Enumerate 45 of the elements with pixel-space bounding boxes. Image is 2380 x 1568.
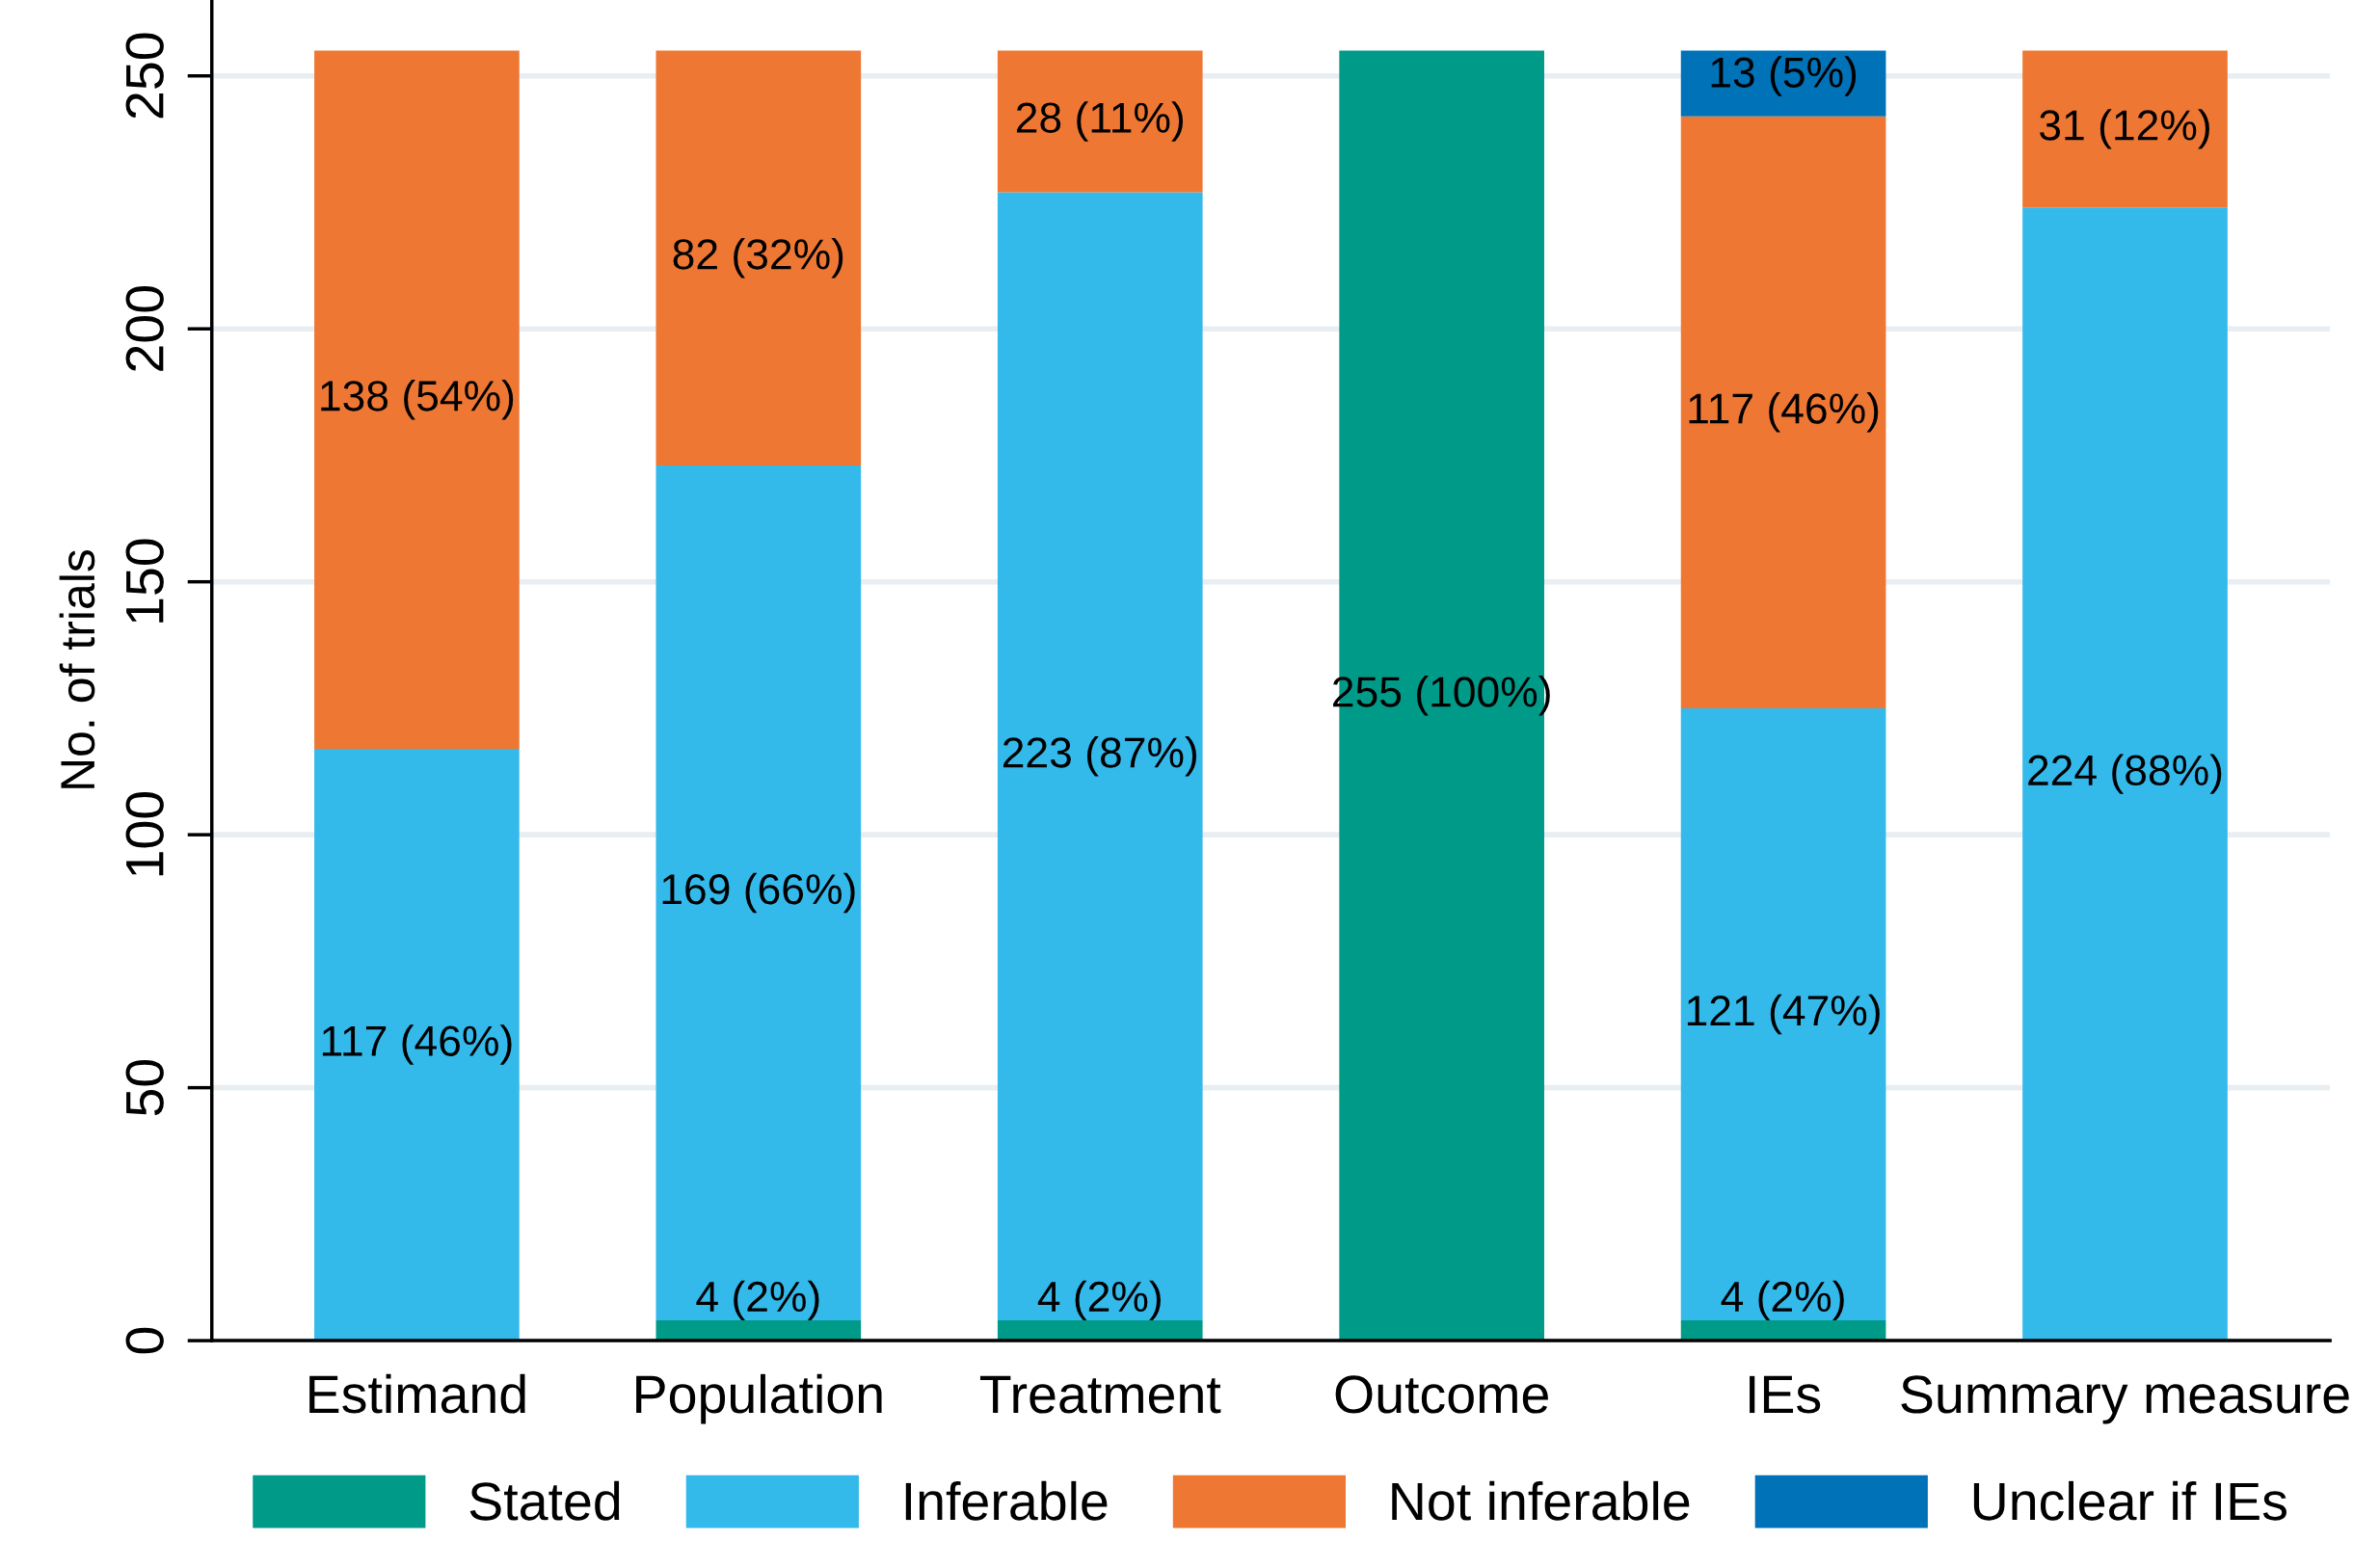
bar bbox=[1680, 707, 1886, 1321]
y-tick-label: 250 bbox=[125, 33, 164, 119]
bar bbox=[997, 1320, 1203, 1342]
data-label: 223 (87%) bbox=[1003, 736, 1197, 777]
x-tick-label: Outcome bbox=[1335, 1375, 1548, 1414]
y-tick-label: 200 bbox=[125, 286, 164, 371]
bar bbox=[314, 748, 520, 1342]
data-label: 28 (11%) bbox=[1016, 101, 1184, 142]
data-label: 82 (32%) bbox=[673, 238, 843, 279]
legend-label: Inferable bbox=[905, 1480, 1108, 1521]
bar bbox=[1680, 1320, 1886, 1342]
bar bbox=[1680, 50, 1886, 117]
bar bbox=[655, 50, 862, 465]
bar bbox=[655, 1320, 862, 1342]
bar bbox=[997, 50, 1203, 193]
data-label: 117 (46%) bbox=[322, 1024, 512, 1065]
legend-label: Unclear if IEs bbox=[1973, 1480, 2286, 1521]
y-tick-label: 50 bbox=[125, 1059, 164, 1116]
y-axis-title: No. of trials bbox=[59, 549, 95, 788]
data-label: 117 (46%) bbox=[1689, 392, 1879, 433]
y-tick-label: 0 bbox=[125, 1327, 164, 1354]
data-label: 138 (54%) bbox=[321, 379, 514, 420]
bar bbox=[997, 192, 1203, 1321]
data-label: 224 (88%) bbox=[2028, 754, 2222, 794]
x-tick-label: Summary measure bbox=[1901, 1375, 2349, 1424]
data-label: 31 (12%) bbox=[2040, 109, 2209, 149]
data-label: 4 (2%) bbox=[1721, 1280, 1844, 1321]
bar bbox=[1680, 116, 1886, 708]
legend-label: Not inferable bbox=[1392, 1480, 1690, 1521]
x-tick-label: Treatment bbox=[979, 1375, 1221, 1414]
x-tick-label: Estimand bbox=[309, 1373, 525, 1414]
data-label: 4 (2%) bbox=[1037, 1280, 1161, 1321]
data-label: 4 (2%) bbox=[696, 1280, 819, 1321]
data-label: 121 (47%) bbox=[1687, 994, 1880, 1035]
bar bbox=[2022, 207, 2228, 1342]
legend-label: Stated bbox=[469, 1480, 620, 1521]
y-tick-label: 150 bbox=[125, 539, 164, 623]
x-tick-label: Population bbox=[636, 1373, 882, 1424]
x-tick-label: IEs bbox=[1750, 1375, 1821, 1414]
bar bbox=[314, 50, 520, 749]
data-label: 13 (5%) bbox=[1711, 56, 1857, 96]
bar bbox=[655, 465, 862, 1321]
bar bbox=[2022, 50, 2228, 208]
y-tick-label: 100 bbox=[125, 791, 164, 876]
data-label: 169 (66%) bbox=[662, 872, 855, 914]
